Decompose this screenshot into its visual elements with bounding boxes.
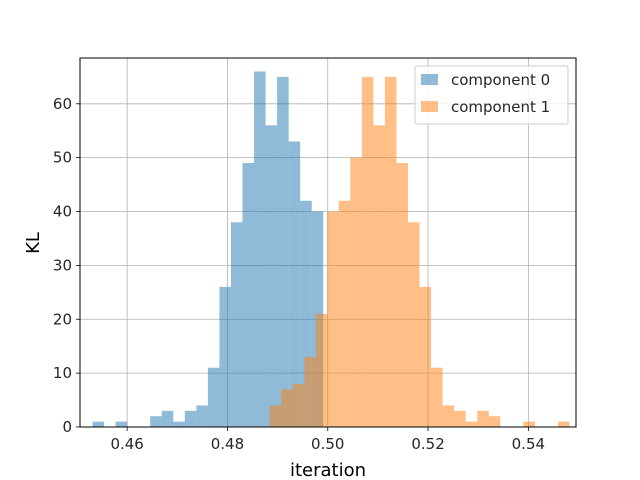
y-tick-label: 30 [53,256,72,274]
histogram-bar-component-1 [350,157,362,428]
histogram-bar-component-0 [196,405,208,427]
histogram-bar-component-1 [407,222,420,427]
x-tick-label: 0.46 [110,435,143,453]
histogram-bar-component-0 [184,410,197,427]
histogram-bar-component-1 [292,383,305,427]
x-axis-label: iteration [290,460,366,480]
legend-label-component-0: component 0 [451,71,550,89]
histogram-bar-component-1 [281,389,293,427]
y-tick-label: 60 [53,95,72,113]
histogram-bar-component-0 [150,416,162,427]
legend: component 0 component 1 [414,65,569,125]
histogram-bar-component-0 [288,141,301,428]
histogram-bar-component-0 [265,125,278,428]
histogram-bar-component-1 [454,410,466,427]
histogram-bar-component-1 [557,421,570,427]
y-tick-label: 10 [53,364,72,382]
histogram-bar-component-1 [373,125,385,428]
y-tick-label: 20 [53,310,72,328]
histogram-bar-component-1 [523,421,535,427]
histogram-bar-component-1 [465,421,478,427]
histogram-bar-component-0 [277,76,289,428]
legend-swatch-component-0 [421,74,438,85]
y-axis-label: KL [23,232,44,254]
histogram-bar-component-1 [431,367,443,427]
histogram-bar-component-1 [396,163,408,427]
histogram-bars [92,71,570,428]
axis-ticks: 0.46 0.48 0.50 0.52 0.54 0 10 20 30 40 50 60 [53,95,545,453]
y-tick-label: 0 [62,418,72,436]
histogram-bar-component-0 [92,421,105,427]
histogram-bar-component-0 [173,421,185,427]
legend-swatch-component-1 [421,101,438,112]
histogram-bar-component-0 [161,410,174,427]
histogram-bar-component-0 [242,163,255,427]
y-tick-label: 50 [53,149,72,167]
histogram-bar-component-1 [477,410,489,427]
histogram-bar-component-1 [384,76,397,428]
x-tick-label: 0.48 [211,435,244,453]
legend-label-component-1: component 1 [451,98,550,116]
x-tick-label: 0.54 [512,435,545,453]
histogram-bar-component-1 [304,356,316,427]
histogram-bar-component-0 [219,286,231,427]
histogram-bar-component-0 [115,421,128,427]
histogram-bar-component-0 [207,367,220,427]
histogram-bar-component-1 [315,313,328,427]
histogram-bar-component-1 [361,76,374,428]
histogram-bar-component-1 [338,200,351,427]
histogram-bar-component-0 [254,71,266,427]
x-tick-label: 0.52 [411,435,444,453]
histogram-bar-component-1 [327,211,339,427]
histogram-bar-component-0 [230,222,243,427]
histogram-bar-component-1 [488,416,501,427]
y-tick-label: 40 [53,203,72,221]
histogram-bar-component-0 [300,200,312,427]
histogram-bar-component-1 [269,405,282,427]
x-tick-label: 0.50 [311,435,344,453]
histogram-bar-component-1 [442,405,455,427]
histogram-bar-component-1 [419,286,432,427]
legend-box [414,65,569,125]
